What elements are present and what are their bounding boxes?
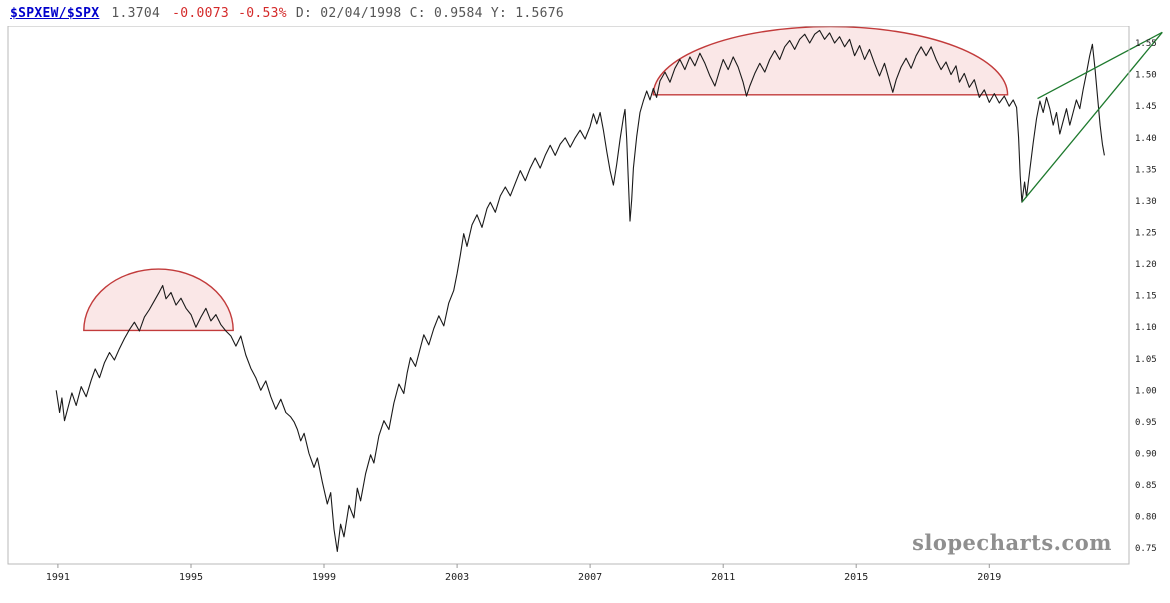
y-axis-label: 1.15 [1135, 292, 1157, 302]
dome-1992-1996 [83, 268, 234, 332]
plot-border [7, 25, 1130, 565]
x-axis-label: 2003 [445, 572, 469, 583]
y-axis-label: 1.05 [1135, 355, 1157, 365]
y-axis-label: 1.20 [1135, 260, 1157, 270]
price-change: -0.0073 [172, 5, 230, 21]
y-axis-label: 1.55 [1135, 39, 1157, 49]
quote-header: $SPXEW/$SPX 1.3704 -0.0073 -0.53% D: 02/… [0, 0, 1170, 26]
x-axis-label: 1995 [179, 572, 203, 583]
y-axis-label: 1.50 [1135, 71, 1157, 81]
dome-2009-2019 [652, 26, 1009, 96]
price-line [55, 29, 1105, 552]
y-axis-label: 1.35 [1135, 165, 1157, 175]
y-axis-label: 0.80 [1135, 513, 1157, 523]
y-axis-label: 1.45 [1135, 102, 1157, 112]
dome-annotations [83, 26, 1009, 332]
y-axis-label: 0.95 [1135, 418, 1157, 428]
price-change-percent: -0.53% [238, 5, 287, 21]
y-axis-label: 0.85 [1135, 481, 1157, 491]
x-axis-label: 1999 [312, 572, 336, 583]
y-axis-label: 1.40 [1135, 134, 1157, 144]
x-axis-label: 2007 [578, 572, 602, 583]
x-axis-label: 2015 [844, 572, 868, 583]
last-price: 1.3704 [111, 5, 161, 21]
wedge-upper-trendline [1037, 31, 1163, 100]
symbol-link[interactable]: $SPXEW/$SPX [10, 5, 100, 21]
watermark-logo: slopecharts.com [912, 530, 1112, 555]
crosshair-info: D: 02/04/1998 C: 0.9584 Y: 1.5676 [295, 5, 565, 21]
wedge-lower-trendline [1021, 31, 1163, 203]
y-axis-label: 0.75 [1135, 544, 1157, 554]
y-axis-label: 0.90 [1135, 450, 1157, 460]
x-axis-label: 2019 [977, 572, 1001, 583]
y-axis-label: 1.25 [1135, 229, 1157, 239]
y-axis-label: 1.00 [1135, 386, 1157, 396]
x-axis-label: 1991 [46, 572, 70, 583]
x-axis-label: 2011 [711, 572, 735, 583]
y-axis-label: 1.10 [1135, 323, 1157, 333]
y-axis-label: 1.30 [1135, 197, 1157, 207]
